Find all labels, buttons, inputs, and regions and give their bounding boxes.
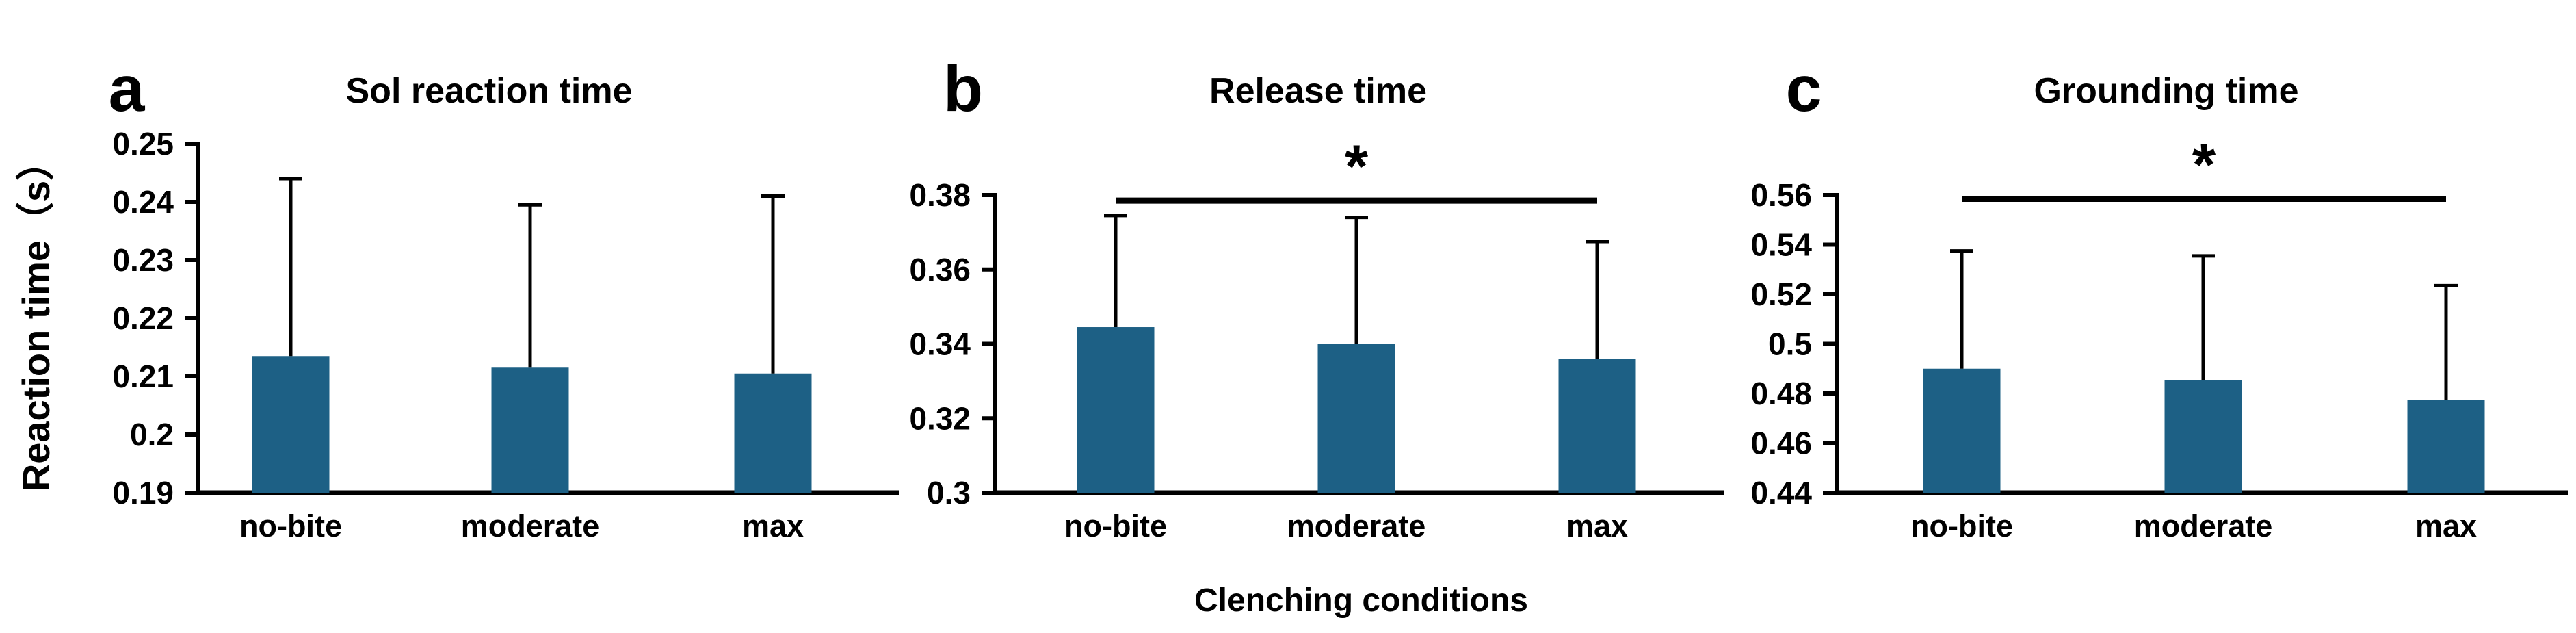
x-category-label-no-bite: no-bite bbox=[239, 508, 342, 543]
panel-b-letter: b bbox=[943, 53, 983, 125]
panel-c-letter: c bbox=[1786, 53, 1822, 125]
y-tick-label: 0.3 bbox=[927, 475, 971, 511]
panel-b-plot: 0.38 0.36 0.34 0.32 0.3 no-bite moderate max * bbox=[909, 132, 1724, 543]
x-category-label-max: max bbox=[2415, 508, 2477, 543]
y-tick-label: 0.38 bbox=[909, 177, 971, 213]
y-tick-label: 0.5 bbox=[1768, 326, 1812, 362]
bar-no-bite bbox=[1923, 368, 2001, 493]
bar-moderate bbox=[491, 367, 569, 493]
y-axis-title: Reaction time（s） bbox=[14, 142, 57, 491]
x-category-label-no-bite: no-bite bbox=[1064, 508, 1167, 543]
x-axis-title: Clenching conditions bbox=[1194, 582, 1528, 619]
y-tick-label: 0.22 bbox=[112, 300, 174, 336]
y-tick-label: 0.46 bbox=[1750, 426, 1812, 461]
panel-b-title: Release time bbox=[1209, 71, 1427, 111]
y-tick-label: 0.25 bbox=[112, 126, 174, 162]
bar-no-bite bbox=[1077, 327, 1155, 493]
y-tick-label: 0.56 bbox=[1750, 177, 1812, 213]
x-category-label-moderate: moderate bbox=[1287, 508, 1426, 543]
y-tick-label: 0.54 bbox=[1750, 227, 1812, 263]
y-tick-label: 0.44 bbox=[1750, 475, 1812, 511]
y-tick-label: 0.23 bbox=[112, 242, 174, 278]
bar-max bbox=[2407, 400, 2485, 493]
y-tick-label: 0.24 bbox=[112, 184, 174, 220]
y-tick-label: 0.2 bbox=[130, 417, 174, 452]
y-tick-label: 0.34 bbox=[909, 326, 971, 362]
y-tick-label: 0.19 bbox=[112, 475, 174, 511]
bar-no-bite bbox=[252, 356, 330, 493]
significance-asterisk: * bbox=[1345, 132, 1369, 200]
x-category-label-moderate: moderate bbox=[461, 508, 600, 543]
panel-a-plot: 0.25 0.24 0.23 0.22 0.21 0.2 0.19 no-bite modera… bbox=[112, 126, 899, 543]
x-category-label-no-bite: no-bite bbox=[1910, 508, 2013, 543]
y-tick-label: 0.48 bbox=[1750, 376, 1812, 411]
bar-max bbox=[1558, 359, 1636, 493]
x-category-label-moderate: moderate bbox=[2134, 508, 2273, 543]
bar-moderate bbox=[1317, 344, 1395, 493]
bar-moderate bbox=[2164, 380, 2242, 493]
y-tick-label: 0.36 bbox=[909, 252, 971, 287]
panel-a-letter: a bbox=[109, 53, 146, 125]
y-tick-label: 0.52 bbox=[1750, 276, 1812, 312]
y-tick-label: 0.21 bbox=[112, 359, 174, 394]
panel-c-title: Grounding time bbox=[2034, 71, 2298, 111]
panel-c-plot: 0.56 0.54 0.52 0.5 0.48 0.46 0.44 no-bite modera… bbox=[1750, 130, 2568, 543]
panel-a-title: Sol reaction time bbox=[346, 71, 633, 111]
significance-asterisk: * bbox=[2192, 130, 2216, 198]
x-category-label-max: max bbox=[742, 508, 804, 543]
y-tick-label: 0.32 bbox=[909, 400, 971, 436]
bar-max bbox=[734, 373, 812, 493]
x-category-label-max: max bbox=[1566, 508, 1628, 543]
